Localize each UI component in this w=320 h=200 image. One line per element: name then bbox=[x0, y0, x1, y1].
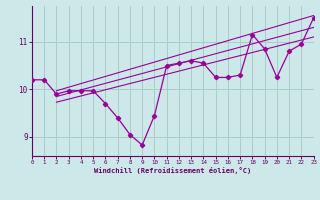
X-axis label: Windchill (Refroidissement éolien,°C): Windchill (Refroidissement éolien,°C) bbox=[94, 167, 252, 174]
